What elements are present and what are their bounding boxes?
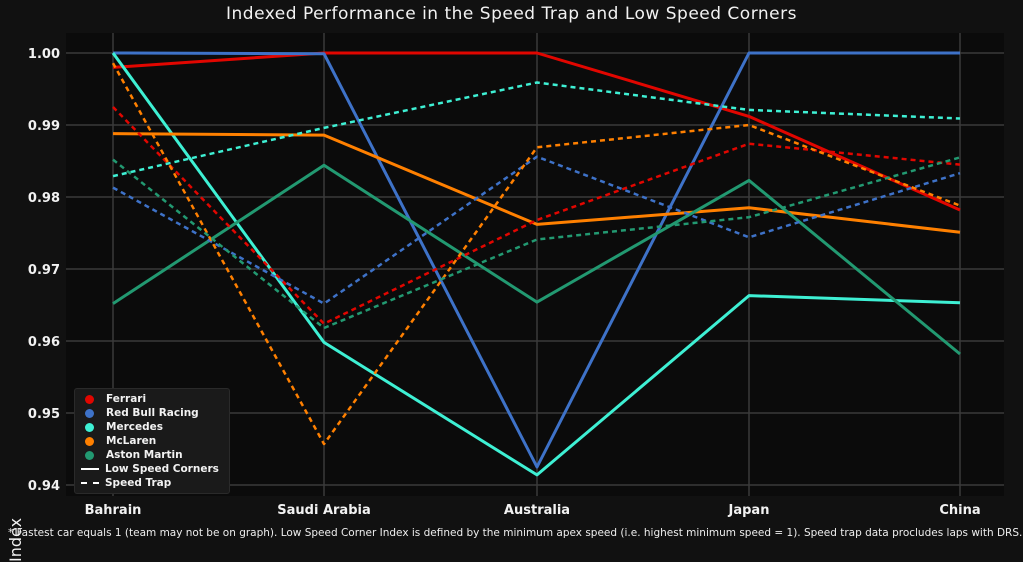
series-line-mclaren-solid bbox=[112, 132, 961, 234]
legend-label: Red Bull Racing bbox=[106, 407, 199, 419]
series-line-mercedes-dashed bbox=[112, 81, 961, 178]
footnote: * Fastest car equals 1 (team may not be … bbox=[8, 527, 1023, 539]
legend-item-low-speed: Low Speed Corners bbox=[81, 462, 219, 476]
y-tick-label: 0.97 bbox=[28, 263, 60, 278]
y-tick-label: 1.00 bbox=[28, 47, 60, 62]
series-line-ferrari-solid bbox=[112, 51, 961, 212]
series-line-red-bull-racing-dashed bbox=[112, 155, 961, 305]
legend-item-speed-trap: Speed Trap bbox=[81, 476, 171, 490]
legend-label: Aston Martin bbox=[106, 449, 183, 461]
legend-item-ferrari: Ferrari bbox=[81, 392, 146, 406]
legend-item-red-bull: Red Bull Racing bbox=[81, 406, 199, 420]
tick-labels: 0.94 0.95 0.96 0.97 0.98 0.99 1.00 Bahrain Saudi… bbox=[28, 47, 981, 518]
series-line-aston-martin-dashed bbox=[112, 156, 961, 330]
series-line-red-bull-racing-solid bbox=[112, 51, 960, 469]
y-tick-label: 0.95 bbox=[28, 407, 60, 422]
legend-item-mclaren: McLaren bbox=[81, 434, 156, 448]
series-line-ferrari-dashed bbox=[112, 106, 961, 325]
x-tick-label: China bbox=[939, 503, 980, 518]
mclaren-dot-icon bbox=[85, 436, 94, 446]
x-tick-label: Japan bbox=[728, 503, 770, 518]
legend-item-mercedes: Mercedes bbox=[81, 420, 163, 434]
red-bull-dot-icon bbox=[85, 408, 94, 418]
y-tick-label: 0.98 bbox=[28, 191, 60, 206]
series-line-mclaren-dashed bbox=[111, 62, 961, 446]
series-line-aston-martin-solid bbox=[112, 163, 961, 356]
dashed-line-icon bbox=[81, 482, 99, 484]
legend-label: Low Speed Corners bbox=[105, 463, 219, 475]
chart-title: Indexed Performance in the Speed Trap an… bbox=[226, 4, 797, 24]
mercedes-dot-icon bbox=[85, 422, 94, 432]
y-tick-label: 0.96 bbox=[28, 335, 60, 350]
aston-martin-dot-icon bbox=[85, 450, 94, 460]
series-lines bbox=[111, 51, 961, 477]
legend: Ferrari Red Bull Racing Mercedes McLaren… bbox=[74, 388, 230, 494]
y-tick-label: 0.94 bbox=[28, 479, 60, 494]
legend-label: McLaren bbox=[106, 435, 157, 447]
y-tick-label: 0.99 bbox=[28, 119, 60, 134]
solid-line-icon bbox=[81, 468, 99, 470]
ferrari-dot-icon bbox=[85, 394, 94, 404]
series-line-mercedes-solid bbox=[111, 52, 961, 477]
legend-label: Speed Trap bbox=[105, 477, 172, 489]
x-tick-label: Saudi Arabia bbox=[277, 503, 370, 518]
legend-label: Mercedes bbox=[106, 421, 163, 433]
legend-label: Ferrari bbox=[106, 393, 147, 405]
x-tick-label: Bahrain bbox=[85, 503, 142, 518]
x-tick-label: Australia bbox=[504, 503, 570, 518]
legend-item-aston-martin: Aston Martin bbox=[81, 448, 183, 462]
